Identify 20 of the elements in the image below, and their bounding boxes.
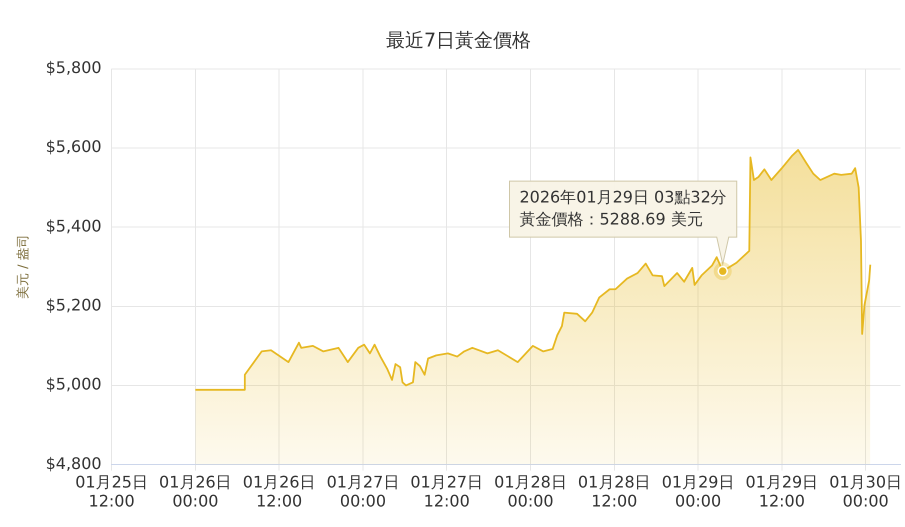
- y-tick-label: $5,000: [46, 374, 102, 394]
- x-tick-label: 01月26日 00:00: [159, 472, 232, 511]
- y-axis-title: 美元 / 盎司: [15, 234, 32, 300]
- x-tick-label: 01月30日 00:00: [829, 472, 902, 511]
- y-tick-label: $5,600: [46, 137, 102, 156]
- y-tick-label: $5,200: [46, 295, 102, 314]
- x-tick-label: 01月29日 12:00: [745, 472, 818, 511]
- x-tick-label: 01月28日 12:00: [578, 472, 651, 511]
- x-tick-label: 01月27日 12:00: [410, 472, 484, 511]
- x-tick-label: 01月28日 00:00: [494, 472, 567, 511]
- x-tick-label: 01月26日 12:00: [242, 472, 316, 511]
- annotation: 2026年01月29日 03點32分: [520, 187, 727, 206]
- annotation: 黃金價格：5288.69 美元: [520, 209, 703, 228]
- x-tick-label: 01月25日 12:00: [75, 472, 148, 511]
- y-tick-label: $5,400: [46, 216, 102, 236]
- x-tick-label: 01月29日 00:00: [662, 472, 734, 511]
- y-tick-label: $4,800: [46, 454, 102, 473]
- x-tick-label: 01月27日 00:00: [326, 472, 400, 511]
- chart-title: 最近7日黃金價格: [386, 29, 532, 52]
- y-tick-label: $5,800: [46, 58, 102, 77]
